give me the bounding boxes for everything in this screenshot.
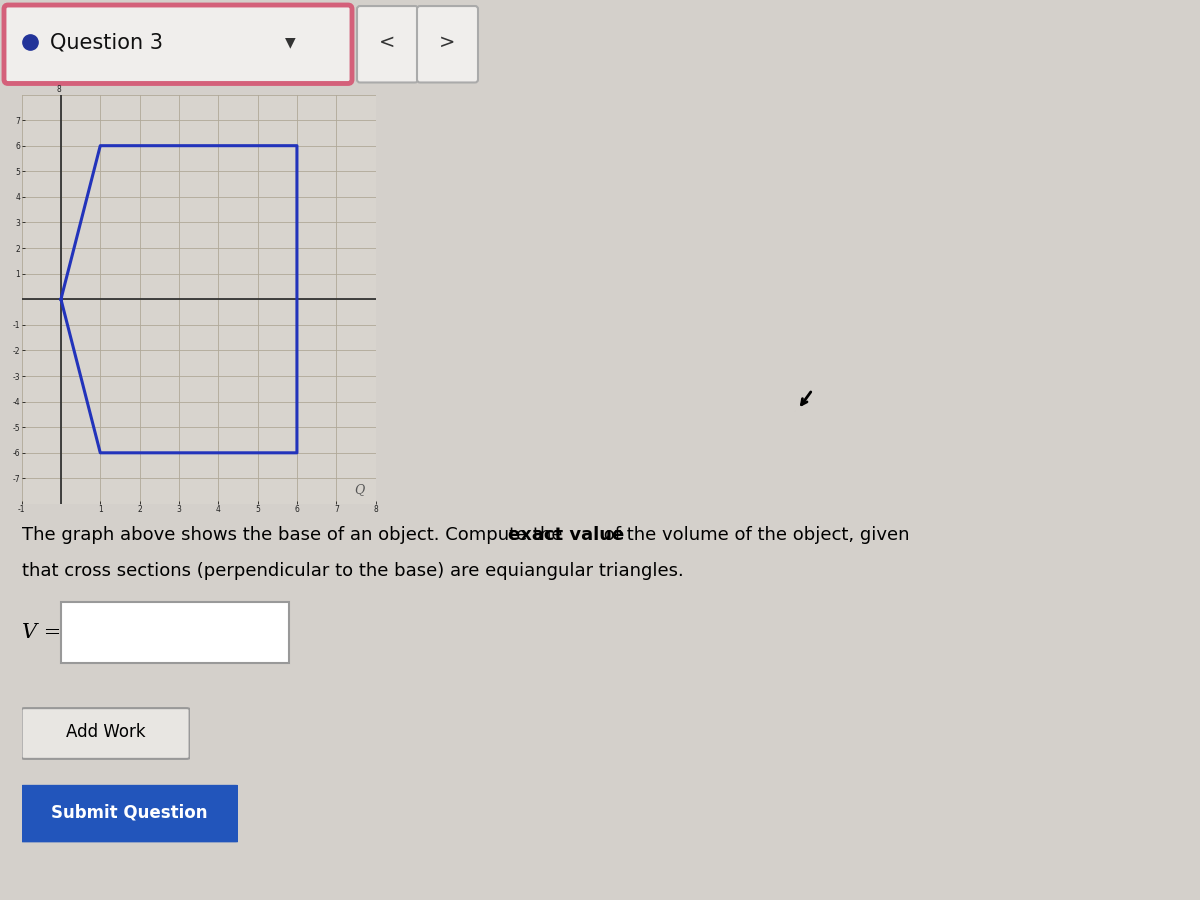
FancyBboxPatch shape <box>418 6 478 83</box>
Text: Question 3: Question 3 <box>50 32 163 52</box>
Text: exact value: exact value <box>508 526 624 544</box>
Text: 8: 8 <box>56 86 61 94</box>
Text: Submit Question: Submit Question <box>52 804 208 822</box>
Text: that cross sections (perpendicular to the base) are equiangular triangles.: that cross sections (perpendicular to th… <box>22 562 683 580</box>
Text: <: < <box>379 32 395 51</box>
FancyBboxPatch shape <box>19 785 240 842</box>
FancyBboxPatch shape <box>22 708 190 759</box>
Text: Add Work: Add Work <box>66 724 145 742</box>
FancyBboxPatch shape <box>358 6 418 83</box>
Text: The graph above shows the base of an object. Compute the: The graph above shows the base of an obj… <box>22 526 568 544</box>
Text: Q: Q <box>355 482 365 496</box>
Text: ▼: ▼ <box>284 35 295 50</box>
FancyBboxPatch shape <box>60 601 289 662</box>
Text: V =: V = <box>22 623 61 642</box>
Text: of the volume of the object, given: of the volume of the object, given <box>598 526 910 544</box>
Text: >: > <box>439 32 455 51</box>
FancyBboxPatch shape <box>4 5 352 84</box>
